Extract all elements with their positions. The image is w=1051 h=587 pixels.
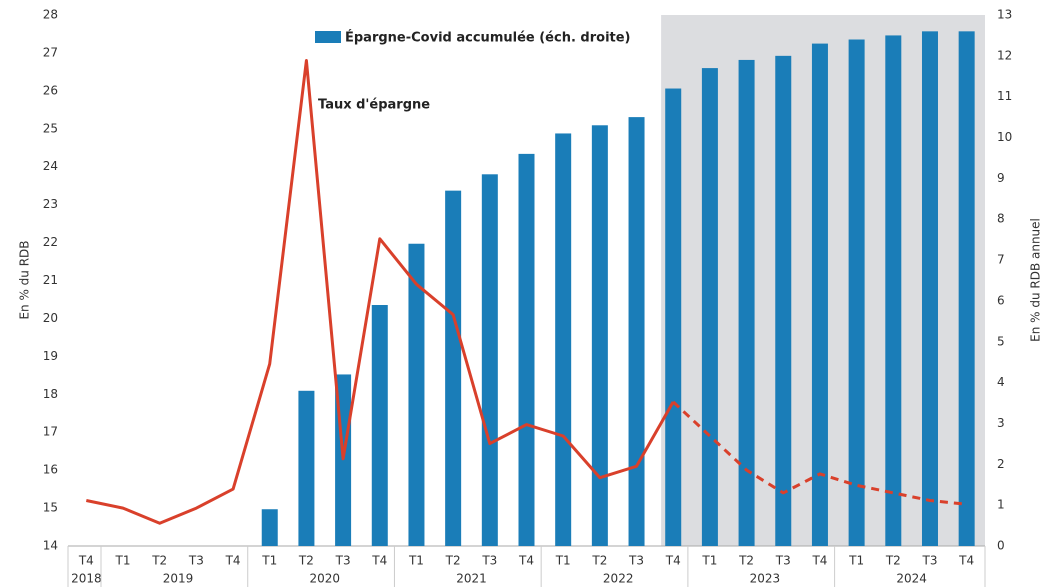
legend-swatch [315,31,341,43]
y2-tick-label: 1 [997,498,1005,512]
x-tick-label: T1 [555,554,571,568]
x-group-label: 2023 [750,572,781,586]
x-tick-label: T4 [371,554,387,568]
x-tick-label: T3 [628,554,644,568]
bar [775,55,792,546]
legend-label: Épargne-Covid accumulée (éch. droite) [345,30,631,46]
x-tick-label: T3 [481,554,497,568]
bar [518,153,535,546]
bar [445,190,462,546]
y2-tick-label: 7 [997,253,1005,267]
y2-axis-label: En % du RDB annuel [1029,218,1043,342]
y2-tick-label: 10 [997,130,1012,144]
y-tick-label: 17 [43,425,58,439]
y-tick-label: 16 [43,463,58,477]
y-tick-label: 23 [43,197,58,211]
x-tick-label: T2 [591,554,607,568]
y-tick-label: 21 [43,273,58,287]
bar [921,31,938,547]
line-projection [672,400,967,506]
bar [665,88,682,547]
y-tick-label: 14 [43,539,58,553]
y-tick-label: 15 [43,501,58,515]
x-tick-label: T3 [335,554,351,568]
x-tick-label: T3 [921,554,937,568]
y2-tick-label: 2 [997,457,1005,471]
x-tick-label: T1 [408,554,424,568]
x-tick-label: T4 [225,554,241,568]
x-tick-label: T4 [518,554,534,568]
x-tick-label: T1 [115,554,131,568]
x-group-label: 2019 [163,572,194,586]
y-tick-label: 25 [43,121,58,135]
x-group-label: 2020 [309,572,340,586]
y2-tick-label: 4 [997,375,1005,389]
y2-tick-label: 12 [997,48,1012,62]
x-tick-label: T3 [188,554,204,568]
y2-tick-label: 5 [997,334,1005,348]
y-tick-label: 20 [43,311,58,325]
bar [298,390,315,546]
bar [738,59,755,546]
y-tick-label: 22 [43,235,58,249]
x-tick-label: T4 [811,554,827,568]
bar [481,174,498,547]
y-tick-label: 19 [43,349,58,363]
x-group-label: 2022 [603,572,634,586]
x-tick-label: T1 [701,554,717,568]
x-tick-label: T1 [848,554,864,568]
x-tick-label: T4 [958,554,974,568]
x-group-label: 2018 [71,572,102,586]
y-tick-label: 24 [43,159,58,173]
x-tick-label: T1 [261,554,277,568]
x-group-label: 2024 [896,572,927,586]
y-tick-label: 27 [43,45,58,59]
y2-tick-label: 0 [997,539,1005,553]
x-tick-label: T2 [885,554,901,568]
x-tick-label: T2 [445,554,461,568]
bar [628,117,645,546]
bar [261,509,278,546]
bar [408,243,425,546]
annotation: Taux d'épargne [318,98,430,113]
bar [811,43,828,546]
x-tick-label: T2 [151,554,167,568]
x-tick-label: T4 [78,554,94,568]
y2-tick-label: 9 [997,171,1005,185]
y2-tick-label: 11 [997,89,1012,103]
bar [591,125,608,547]
y-tick-label: 18 [43,387,58,401]
y-tick-label: 28 [43,8,58,22]
y2-tick-label: 3 [997,416,1005,430]
bar [958,31,975,547]
bar [885,35,902,547]
y2-tick-label: 8 [997,212,1005,226]
bar [371,305,388,546]
x-tick-label: T4 [665,554,681,568]
x-tick-label: T2 [738,554,754,568]
y-tick-label: 26 [43,83,58,97]
y2-tick-label: 13 [997,8,1012,22]
x-tick-label: T3 [775,554,791,568]
y-axis-label: En % du RDB [18,240,32,319]
bar [555,133,572,546]
bar [701,68,718,546]
y2-tick-label: 6 [997,293,1005,307]
x-tick-label: T2 [298,554,314,568]
bar [848,39,865,546]
line [85,59,675,525]
x-group-label: 2021 [456,572,487,586]
